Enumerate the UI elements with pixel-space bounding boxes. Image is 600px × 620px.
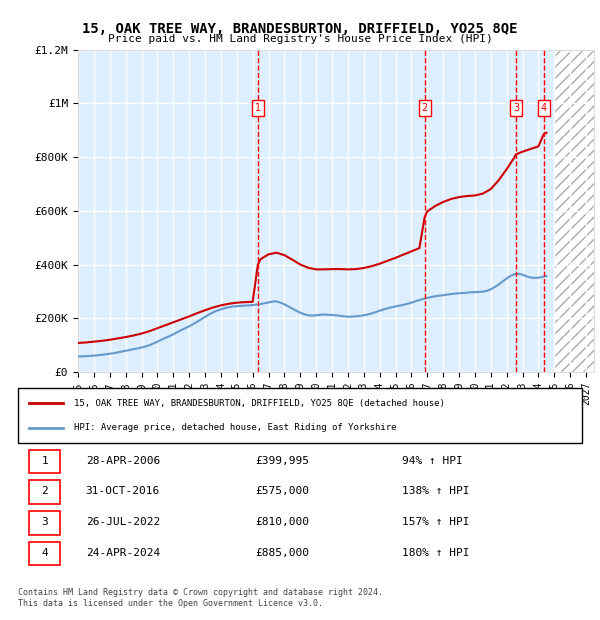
- Text: 15, OAK TREE WAY, BRANDESBURTON, DRIFFIELD, YO25 8QE (detached house): 15, OAK TREE WAY, BRANDESBURTON, DRIFFIE…: [74, 399, 445, 407]
- Text: £885,000: £885,000: [255, 547, 309, 558]
- Text: 4: 4: [41, 547, 48, 558]
- Text: 94% ↑ HPI: 94% ↑ HPI: [401, 456, 462, 466]
- Text: 1: 1: [255, 103, 261, 113]
- Text: Price paid vs. HM Land Registry's House Price Index (HPI): Price paid vs. HM Land Registry's House …: [107, 34, 493, 44]
- Bar: [554, 50, 594, 372]
- Text: 26-JUL-2022: 26-JUL-2022: [86, 517, 160, 527]
- FancyBboxPatch shape: [18, 388, 582, 443]
- Text: 157% ↑ HPI: 157% ↑ HPI: [401, 517, 469, 527]
- Bar: [554, 50, 594, 372]
- Text: 138% ↑ HPI: 138% ↑ HPI: [401, 486, 469, 497]
- Text: 3: 3: [41, 517, 48, 527]
- Text: 2: 2: [41, 486, 48, 497]
- Text: 3: 3: [513, 103, 519, 113]
- FancyBboxPatch shape: [29, 480, 60, 504]
- Text: 31-OCT-2016: 31-OCT-2016: [86, 486, 160, 497]
- Text: Contains HM Land Registry data © Crown copyright and database right 2024.
This d: Contains HM Land Registry data © Crown c…: [18, 588, 383, 608]
- Text: 2: 2: [421, 103, 428, 113]
- Text: 15, OAK TREE WAY, BRANDESBURTON, DRIFFIELD, YO25 8QE: 15, OAK TREE WAY, BRANDESBURTON, DRIFFIE…: [82, 22, 518, 36]
- FancyBboxPatch shape: [29, 542, 60, 565]
- Text: £575,000: £575,000: [255, 486, 309, 497]
- Text: 4: 4: [541, 103, 547, 113]
- Text: 180% ↑ HPI: 180% ↑ HPI: [401, 547, 469, 558]
- Text: 1: 1: [41, 456, 48, 466]
- Text: HPI: Average price, detached house, East Riding of Yorkshire: HPI: Average price, detached house, East…: [74, 423, 397, 432]
- Text: £399,995: £399,995: [255, 456, 309, 466]
- FancyBboxPatch shape: [29, 511, 60, 534]
- Text: 28-APR-2006: 28-APR-2006: [86, 456, 160, 466]
- FancyBboxPatch shape: [29, 450, 60, 473]
- Text: £810,000: £810,000: [255, 517, 309, 527]
- Text: 24-APR-2024: 24-APR-2024: [86, 547, 160, 558]
